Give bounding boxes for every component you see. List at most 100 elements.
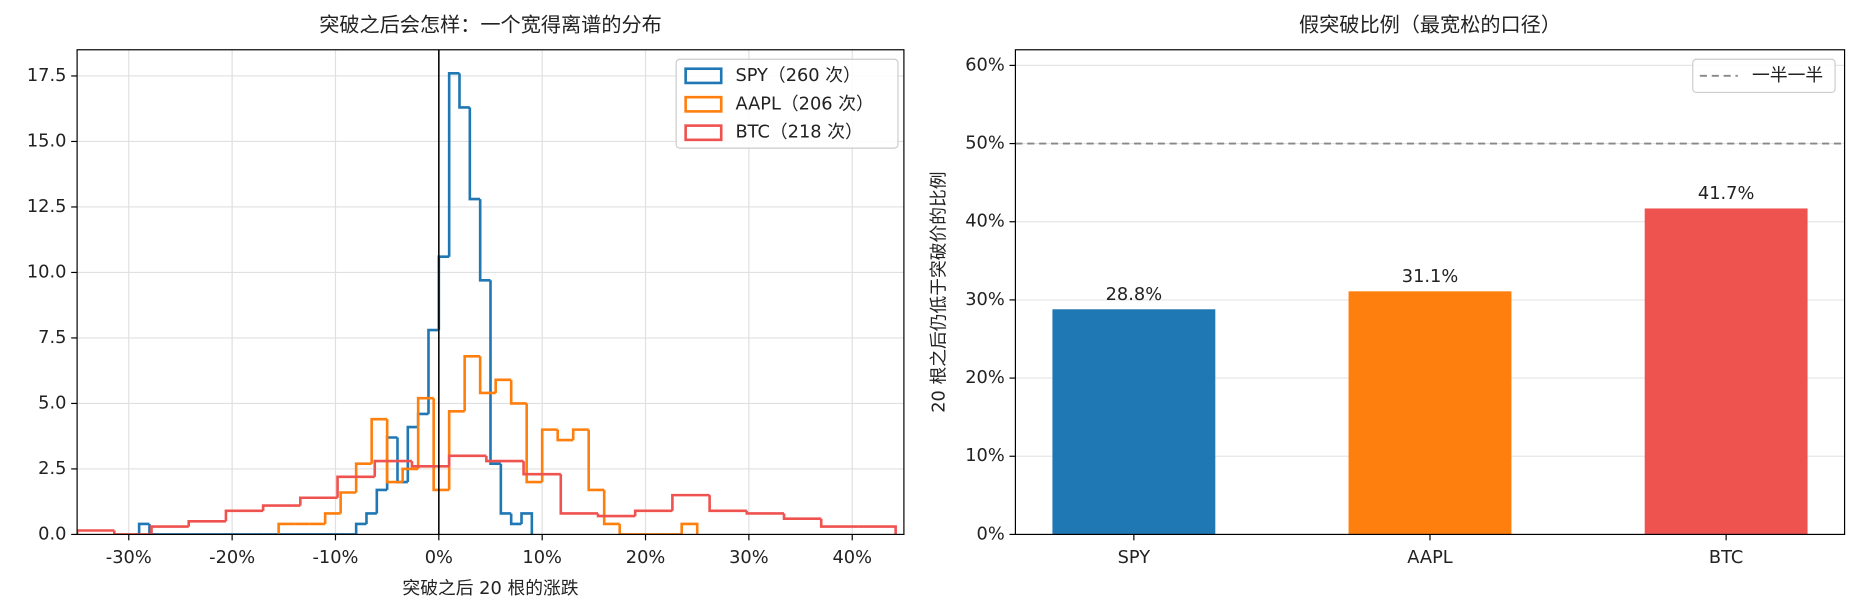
y-tick-label: 10% (965, 445, 1005, 466)
histogram-step (525, 403, 543, 484)
legend-label: 一半一半 (1752, 65, 1823, 86)
histogram-step (336, 475, 375, 498)
histogram-step (354, 462, 372, 493)
histogram-step (401, 467, 419, 483)
histogram-step (520, 512, 534, 535)
x-tick-label: BTC (1709, 547, 1743, 568)
axes-frame (1014, 49, 1846, 536)
histogram-step (509, 379, 527, 405)
x-tick-label: 40% (832, 547, 872, 568)
histogram-step (148, 523, 160, 535)
histogram-step (447, 454, 487, 467)
x-tick-label: 30% (729, 547, 769, 568)
histogram-step (277, 522, 295, 535)
histogram-step (224, 509, 264, 522)
histogram-step (458, 73, 470, 109)
x-tick-label: 0% (425, 547, 453, 568)
histogram-step (410, 461, 450, 468)
histogram-step (819, 518, 859, 528)
histogram-step (745, 510, 785, 515)
histogram-step (406, 425, 419, 483)
x-tick-label: AAPL (1407, 547, 1453, 568)
histogram-step (463, 354, 481, 412)
histogram-step (187, 520, 226, 527)
x-axis-label: 突破之后 20 根的涨跌 (402, 578, 578, 599)
legend-label: SPY（260 次） (735, 65, 860, 86)
histogram-step (587, 429, 605, 492)
histogram-step (416, 396, 434, 469)
legend-swatch (684, 124, 723, 142)
histogram-step (509, 513, 522, 526)
histogram-step (540, 428, 558, 483)
histogram-step (370, 417, 388, 464)
histogram-step (427, 328, 439, 414)
y-tick-label: 50% (965, 133, 1005, 154)
legend-swatch (684, 67, 723, 85)
y-tick-label: 40% (965, 211, 1005, 232)
y-tick-label: 15.0 (27, 130, 67, 151)
histogram-step (478, 199, 491, 282)
histogram-step (680, 522, 699, 535)
x-tick-label: -30% (106, 547, 152, 568)
y-tick-label: 30% (965, 289, 1005, 310)
x-tick-label: SPY (1118, 547, 1151, 568)
histogram-step (373, 459, 412, 477)
histogram-step (559, 474, 598, 515)
histogram-step (385, 419, 403, 484)
x-tick-label: -10% (313, 547, 359, 568)
histogram-step (77, 529, 115, 535)
histogram-step (489, 280, 501, 465)
histogram-step (782, 513, 822, 521)
bar (1644, 208, 1808, 535)
histogram-step (261, 504, 301, 511)
histogram-step (375, 488, 388, 514)
histogram-step (596, 513, 636, 518)
bar-value-label: 31.1% (1402, 266, 1458, 287)
y-tick-label: 7.5 (38, 327, 66, 348)
histogram-step (432, 398, 450, 492)
histogram-step (494, 378, 512, 393)
histogram-step (618, 523, 636, 535)
legend-label: BTC（218 次） (735, 122, 862, 143)
histogram-step (571, 428, 589, 441)
histogram-step (485, 455, 524, 463)
legend-swatch (684, 95, 723, 113)
histogram-step (299, 496, 338, 506)
x-tick-label: -20% (209, 547, 255, 568)
histogram-step (468, 107, 481, 201)
histogram-step (522, 461, 561, 476)
y-tick-label: 60% (965, 54, 1005, 75)
histogram-step (113, 530, 152, 535)
y-tick-label: 0% (977, 523, 1005, 544)
legend-box (675, 58, 899, 149)
histogram-step (478, 356, 496, 395)
chart-title: 假突破比例（最宽松的口径） (1299, 13, 1561, 37)
x-tick-label: 10% (522, 547, 562, 568)
histogram-step (858, 525, 897, 535)
histogram-step (602, 489, 620, 526)
legend-box (1692, 58, 1836, 94)
histogram-step (365, 512, 377, 524)
legend-label: AAPL（206 次） (735, 93, 873, 114)
y-tick-label: 5.0 (38, 392, 66, 413)
histogram-step (150, 525, 189, 535)
axes-frame (76, 49, 905, 536)
y-axis-label: 20 根之后仍低于突破价的比例 (928, 171, 949, 412)
y-tick-label: 10.0 (27, 261, 67, 282)
histogram-step (499, 463, 512, 515)
bar (1348, 291, 1512, 535)
histogram-step (671, 493, 710, 511)
histogram-step (633, 509, 673, 517)
histogram-step (556, 429, 574, 442)
y-tick-label: 0.0 (38, 523, 66, 544)
histogram-step (323, 512, 341, 524)
y-tick-label: 20% (965, 367, 1005, 388)
histogram-step (447, 72, 460, 257)
bar-value-label: 41.7% (1698, 183, 1754, 204)
x-tick-label: 20% (626, 547, 666, 568)
histogram-step (137, 522, 150, 535)
y-tick-label: 2.5 (38, 458, 66, 479)
